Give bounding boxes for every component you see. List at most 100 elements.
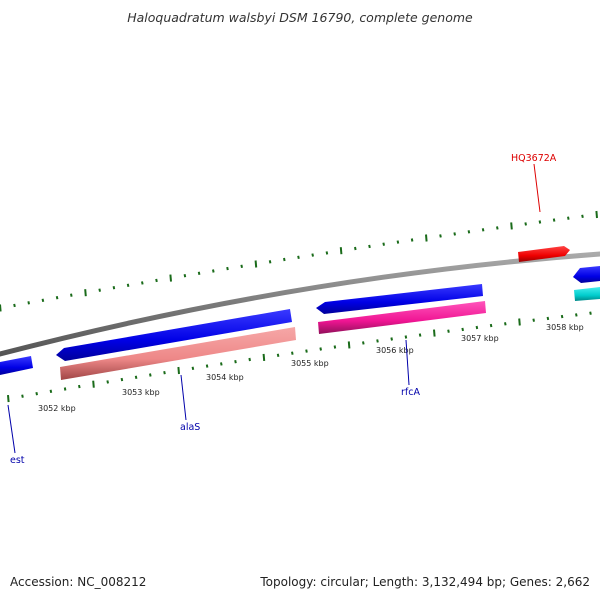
scale-label-3056: 3056 kbp <box>376 346 414 355</box>
outer-track-minor-tick <box>481 228 485 232</box>
inner-track-major-tick <box>518 318 521 326</box>
gene-est-arrow[interactable] <box>0 356 33 375</box>
gene-label-hq3672a[interactable]: HQ3672A <box>511 153 557 164</box>
gene-alas-arrow[interactable] <box>56 309 292 361</box>
rfca-leader-line <box>405 339 410 386</box>
outer-track-minor-tick <box>524 222 527 226</box>
outer-track-minor-tick <box>70 293 73 297</box>
outer-track-minor-tick <box>55 296 59 300</box>
outer-track-minor-tick <box>141 281 144 285</box>
outer-track-minor-tick <box>98 288 101 292</box>
inner-track-minor-tick <box>418 333 422 337</box>
inner-track-minor-tick <box>78 384 81 389</box>
inner-track-major-tick <box>433 329 436 337</box>
inner-track-minor-tick <box>163 371 166 375</box>
inner-track-minor-tick <box>560 314 564 319</box>
inner-track-minor-tick <box>234 360 237 364</box>
trna-pink-bar[interactable] <box>318 301 486 334</box>
inner-track-minor-tick <box>575 313 578 317</box>
outer-track-major-tick <box>0 304 2 312</box>
inner-track-minor-tick <box>220 362 223 366</box>
outer-track-minor-tick <box>382 242 385 246</box>
scale-label-3052: 3052 kbp <box>38 404 76 413</box>
inner-track-minor-tick <box>149 373 152 377</box>
gene-label-rfca[interactable]: rfcA <box>401 387 420 398</box>
inner-track-minor-tick <box>191 366 195 370</box>
outer-track-minor-tick <box>354 246 357 251</box>
outer-track-minor-tick <box>325 251 329 255</box>
outer-track-minor-tick <box>283 257 286 262</box>
outer-track-major-tick <box>510 222 513 230</box>
inner-track-major-tick <box>347 341 351 349</box>
inner-track-major-tick <box>262 353 266 361</box>
outer-track-minor-tick <box>567 216 570 220</box>
accession-text: Accession: NC_008212 <box>10 575 147 589</box>
inner-track-minor-tick <box>120 377 124 382</box>
inner-track-minor-tick <box>504 322 507 326</box>
est-leader-line <box>7 404 16 454</box>
outer-track-major-tick <box>425 234 428 242</box>
scale-label-3055: 3055 kbp <box>291 359 329 368</box>
gene-hq3672a-arrow[interactable] <box>518 246 570 262</box>
outer-track-major-tick <box>339 247 343 255</box>
outer-track-minor-tick <box>126 283 130 287</box>
hq3672a-leader-line <box>533 163 541 213</box>
outer-track-minor-tick <box>297 255 300 259</box>
outer-track-minor-tick <box>396 240 400 244</box>
inner-track-minor-tick <box>546 316 550 321</box>
genome-backbone <box>0 251 600 357</box>
outer-track-minor-tick <box>268 260 272 264</box>
outer-track-minor-tick <box>496 226 499 230</box>
alas-leader-line <box>180 374 187 421</box>
outer-track-minor-tick <box>226 266 229 271</box>
topology-text: Topology: circular; Length: 3,132,494 bp… <box>260 575 590 589</box>
misc-cyan-bar[interactable] <box>574 287 600 301</box>
inner-track-minor-tick <box>589 311 592 315</box>
outer-track-minor-tick <box>13 303 16 308</box>
inner-track-minor-tick <box>49 389 53 393</box>
map-title: Haloquadratum walsbyi DSM 16790, complet… <box>127 10 473 25</box>
inner-track-major-tick <box>7 395 10 403</box>
inner-track-minor-tick <box>376 339 379 343</box>
outer-track-major-tick <box>254 260 258 268</box>
outer-track-minor-tick <box>439 234 442 238</box>
scale-label-3058: 3058 kbp <box>546 323 584 332</box>
scale-labels: 3052 kbp 3053 kbp 3054 kbp 3055 kbp 3056… <box>38 323 584 413</box>
inner-track-minor-tick <box>489 323 493 328</box>
inner-track-minor-tick <box>461 327 464 332</box>
inner-track-minor-tick <box>35 392 38 396</box>
inner-track-minor-tick <box>404 335 408 339</box>
inner-track-minor-tick <box>532 318 535 322</box>
gene-label-alas[interactable]: alaS <box>180 422 200 433</box>
outer-track-minor-tick <box>112 286 116 290</box>
inner-track-minor-tick <box>333 345 337 349</box>
inner-track-major-tick <box>92 380 95 388</box>
scale-label-3057: 3057 kbp <box>461 334 499 343</box>
inner-track-minor-tick <box>205 364 209 368</box>
outer-track-minor-tick <box>538 220 542 224</box>
inner-track-major-tick <box>177 366 180 375</box>
outer-track-minor-tick <box>27 301 30 305</box>
rrna-salmon-bar[interactable] <box>60 327 296 380</box>
outer-track-minor-tick <box>453 232 456 236</box>
outer-track-minor-tick <box>212 269 215 273</box>
gene-label-est[interactable]: est <box>10 455 25 466</box>
inner-track-minor-tick <box>475 325 479 330</box>
outer-track-minor-tick <box>197 271 201 275</box>
outer-track-minor-tick <box>552 218 556 222</box>
outer-track-minor-tick <box>240 264 243 268</box>
inner-track-minor-tick <box>63 387 67 391</box>
outer-track-major-tick <box>595 210 598 219</box>
gene-rfca-arrow[interactable] <box>316 284 483 314</box>
scale-label-3054: 3054 kbp <box>206 373 244 382</box>
inner-track-minor-tick <box>319 347 322 351</box>
inner-track-minor-tick <box>21 394 24 398</box>
outer-tick-track <box>0 210 598 312</box>
gene-plus-blue-right-arrow[interactable] <box>573 266 600 283</box>
inner-track-minor-tick <box>248 357 251 362</box>
outer-track-minor-tick <box>311 253 314 257</box>
outer-track-minor-tick <box>467 230 471 234</box>
inner-track-minor-tick <box>291 351 294 355</box>
inner-track-minor-tick <box>106 380 109 384</box>
